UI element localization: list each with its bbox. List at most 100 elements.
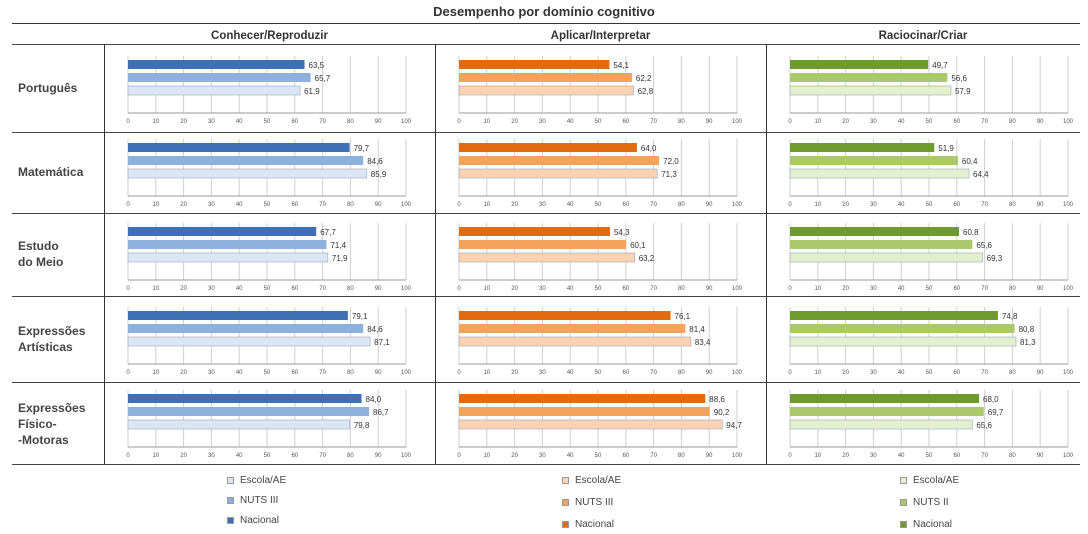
tick-label: 100 bbox=[1063, 453, 1074, 459]
legend-item-nacional: Nacional bbox=[562, 519, 614, 530]
legend-label: Escola/AE bbox=[240, 475, 287, 486]
row-divider bbox=[12, 296, 1080, 297]
tick-label: 70 bbox=[650, 119, 657, 125]
tick-label: 90 bbox=[1037, 370, 1044, 376]
tick-label: 60 bbox=[291, 286, 298, 292]
tick-label: 100 bbox=[1063, 286, 1074, 292]
data-label: 79,8 bbox=[354, 421, 370, 430]
tick-label: 80 bbox=[347, 202, 354, 208]
tick-label: 50 bbox=[926, 453, 933, 459]
tick-label: 40 bbox=[898, 370, 905, 376]
tick-label: 70 bbox=[650, 453, 657, 459]
tick-label: 60 bbox=[622, 202, 629, 208]
data-label: 86,7 bbox=[373, 408, 389, 417]
bar bbox=[128, 394, 362, 403]
bar bbox=[127, 252, 329, 263]
tick-label: 70 bbox=[981, 119, 988, 125]
tick-label: 100 bbox=[732, 202, 743, 208]
tick-label: 80 bbox=[678, 286, 685, 292]
tick-label: 0 bbox=[126, 202, 130, 208]
tick-label: 30 bbox=[208, 202, 215, 208]
legend-label: NUTS III bbox=[240, 495, 279, 506]
tick-label: 100 bbox=[401, 119, 412, 125]
label-column-divider bbox=[104, 44, 105, 464]
tick-label: 80 bbox=[347, 453, 354, 459]
column-header-conhecer: Conhecer/Reproduzir bbox=[211, 30, 328, 42]
bar bbox=[789, 85, 952, 96]
tick-label: 80 bbox=[347, 370, 354, 376]
data-label: 61,9 bbox=[304, 87, 320, 96]
tick-label: 80 bbox=[678, 119, 685, 125]
tick-label: 40 bbox=[567, 202, 574, 208]
row-label-text: Expressões Artísticas bbox=[18, 324, 86, 354]
column-header-aplicar: Aplicar/Interpretar bbox=[550, 30, 651, 42]
tick-label: 60 bbox=[622, 453, 629, 459]
row-label-expressoes-fisico-motoras: Expressões Físico- -Motoras bbox=[18, 400, 85, 448]
data-label: 64,0 bbox=[641, 144, 657, 153]
legend-label: Nacional bbox=[240, 515, 279, 526]
data-label: 63,5 bbox=[309, 61, 325, 70]
tick-label: 0 bbox=[126, 370, 130, 376]
legend-label: Nacional bbox=[913, 519, 952, 530]
legend-label: Escola/AE bbox=[913, 475, 960, 486]
legend-label: Escola/AE bbox=[575, 475, 622, 486]
tick-label: 70 bbox=[650, 286, 657, 292]
data-label: 71,4 bbox=[330, 241, 346, 250]
tick-label: 40 bbox=[898, 119, 905, 125]
legend-swatch bbox=[900, 476, 907, 484]
tick-label: 60 bbox=[291, 370, 298, 376]
bar bbox=[127, 419, 351, 430]
legend-item-nuts: NUTS III bbox=[562, 497, 613, 508]
tick-label: 0 bbox=[126, 286, 130, 292]
row-divider bbox=[12, 382, 1080, 383]
data-label: 49,7 bbox=[932, 61, 948, 70]
tick-label: 90 bbox=[375, 119, 382, 125]
tick-label: 0 bbox=[788, 453, 792, 459]
bar bbox=[459, 324, 686, 333]
tick-label: 30 bbox=[539, 202, 546, 208]
tick-label: 20 bbox=[511, 370, 518, 376]
data-label: 90,2 bbox=[714, 408, 730, 417]
tick-label: 60 bbox=[953, 202, 960, 208]
tick-label: 70 bbox=[650, 202, 657, 208]
tick-label: 90 bbox=[1037, 453, 1044, 459]
legend-label: NUTS III bbox=[575, 497, 614, 508]
legend-swatch bbox=[562, 498, 569, 506]
tick-label: 100 bbox=[401, 370, 412, 376]
tick-label: 60 bbox=[622, 119, 629, 125]
bar bbox=[459, 143, 637, 152]
bar bbox=[459, 227, 610, 236]
bar bbox=[789, 336, 1017, 347]
data-label: 69,3 bbox=[987, 254, 1003, 263]
row-divider bbox=[12, 213, 1080, 214]
row-label-text: Português bbox=[18, 81, 78, 95]
tick-label: 20 bbox=[842, 370, 849, 376]
bar bbox=[790, 311, 998, 320]
tick-label: 60 bbox=[291, 202, 298, 208]
bar bbox=[459, 156, 660, 165]
tick-label: 20 bbox=[180, 453, 187, 459]
row-label-text: Matemática bbox=[18, 165, 84, 179]
tick-label: 10 bbox=[814, 119, 821, 125]
tick-label: 30 bbox=[208, 119, 215, 125]
bar bbox=[128, 73, 311, 82]
bar bbox=[128, 240, 327, 249]
bar bbox=[789, 419, 973, 430]
tick-label: 80 bbox=[678, 202, 685, 208]
data-label: 88,6 bbox=[709, 395, 725, 404]
bar bbox=[128, 324, 364, 333]
tick-label: 70 bbox=[319, 202, 326, 208]
data-label: 62,2 bbox=[636, 74, 652, 83]
tick-label: 0 bbox=[788, 370, 792, 376]
row-label-text: Expressões Físico- -Motoras bbox=[18, 401, 86, 447]
data-label: 60,1 bbox=[630, 241, 646, 250]
bar bbox=[458, 336, 692, 347]
tick-label: 20 bbox=[180, 202, 187, 208]
bar bbox=[790, 324, 1015, 333]
row-label-matematica: Matemática bbox=[18, 164, 83, 180]
column-divider bbox=[435, 44, 436, 464]
bar bbox=[128, 156, 364, 165]
tick-label: 20 bbox=[842, 119, 849, 125]
tick-label: 40 bbox=[567, 370, 574, 376]
bar bbox=[789, 252, 983, 263]
